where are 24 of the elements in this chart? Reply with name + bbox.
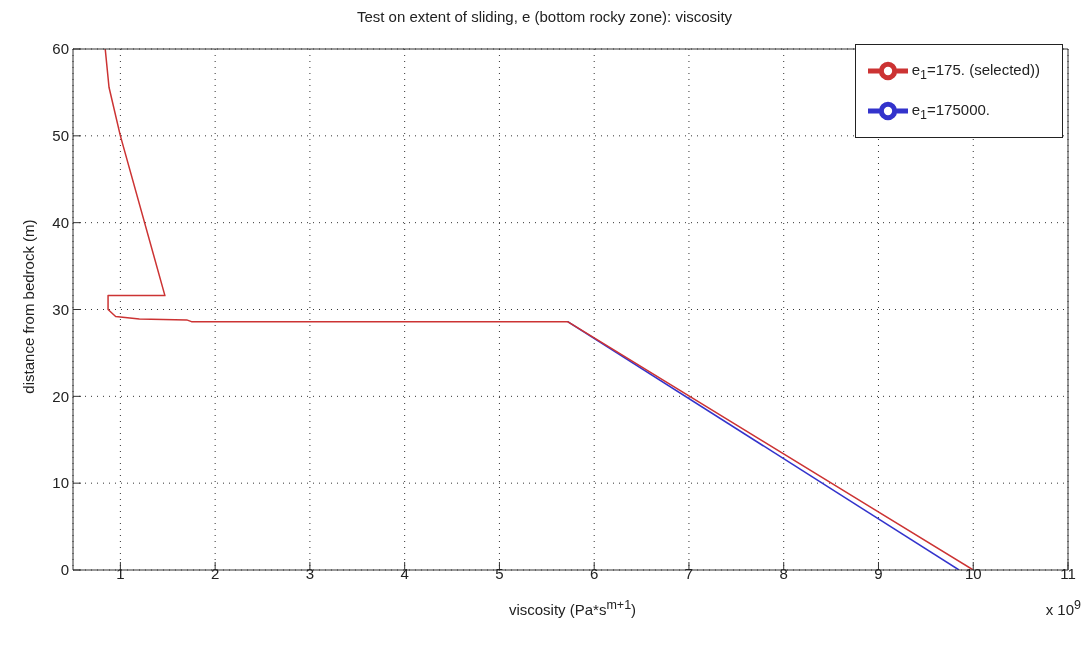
y-tick-label: 10: [52, 474, 69, 492]
x-tick-label: 1: [116, 564, 125, 582]
legend-label: e$_{1}$=175000.: [911, 101, 990, 123]
x-tick-label: 4: [400, 564, 409, 582]
x-tick-label: 11: [1060, 564, 1076, 582]
x-tick-label: 8: [779, 564, 788, 582]
y-tick-label: 40: [52, 213, 69, 231]
y-tick-label: 30: [52, 300, 69, 318]
x-tick-label: 5: [495, 564, 504, 582]
text: x 10$^{9}$: [1045, 598, 1081, 618]
y-tick-label: 0: [60, 561, 69, 579]
legend-label: e$_{1}$=175. (selected)): [911, 61, 1040, 83]
y-axis-title: distance from bedrock (m): [19, 219, 37, 394]
x-tick-label: 2: [210, 564, 220, 582]
y-tick-label: 60: [52, 40, 69, 58]
x-tick-label: 6: [590, 564, 599, 582]
y-tick-label: 20: [52, 387, 69, 405]
y-tick-label: 50: [52, 127, 69, 145]
x-axis-title: viscosity (Pa*s$^{m+1}$): [508, 598, 637, 618]
x-tick-label: 10: [964, 564, 982, 582]
chart-title: Test on extent of sliding, e (bottom rocky zone): viscosity: [356, 8, 733, 25]
x-tick-label: 3: [305, 564, 315, 582]
x-tick-label: 9: [874, 564, 883, 582]
x-tick-label: 7: [684, 564, 694, 582]
